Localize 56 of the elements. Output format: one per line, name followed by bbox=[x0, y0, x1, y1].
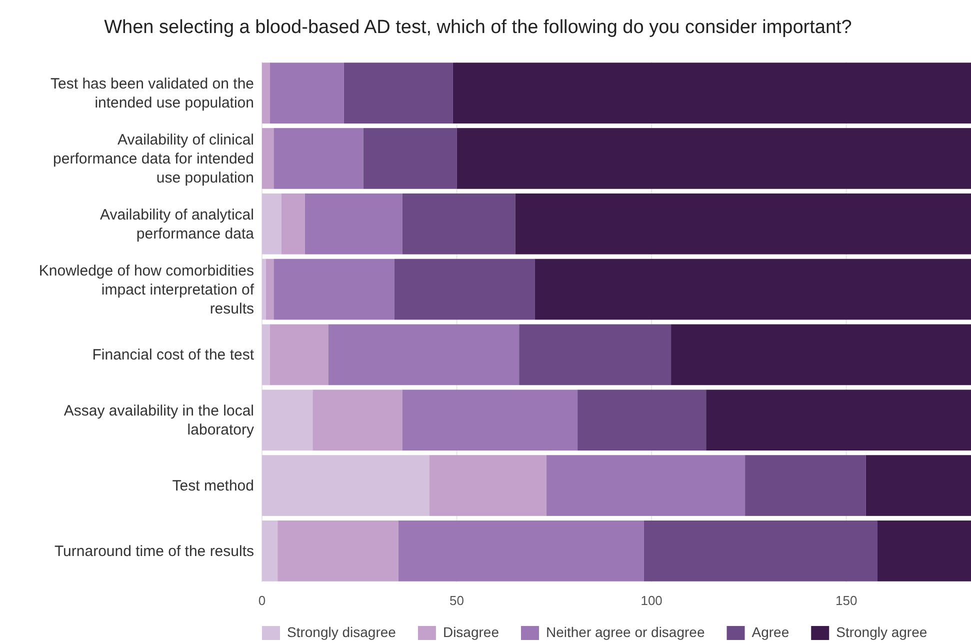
bar bbox=[402, 193, 516, 254]
bar bbox=[456, 128, 971, 189]
legend-label: Strongly disagree bbox=[287, 624, 396, 640]
legend-label: Disagree bbox=[442, 624, 500, 640]
bar bbox=[262, 258, 266, 320]
bar bbox=[430, 455, 546, 516]
x-tick-label: 100 bbox=[640, 593, 662, 608]
bar bbox=[578, 390, 706, 451]
bar bbox=[262, 455, 430, 516]
bar bbox=[262, 62, 270, 124]
x-tick-label: 150 bbox=[835, 593, 858, 608]
bar bbox=[304, 193, 402, 254]
y-tick-label: Knowledge of how comorbidities impact interpretation of results bbox=[38, 262, 255, 318]
bar bbox=[534, 258, 971, 320]
x-tick-label: 0 bbox=[258, 593, 266, 608]
bar bbox=[745, 455, 866, 516]
bar bbox=[878, 520, 971, 582]
bar bbox=[866, 455, 971, 516]
y-tick-label: Test has been validated on the intended use population bbox=[50, 76, 254, 112]
bar bbox=[270, 324, 328, 386]
y-tick-label: Financial cost of the test bbox=[92, 346, 255, 364]
bar bbox=[546, 455, 746, 516]
y-tick-label: Turnaround time of the results bbox=[54, 542, 254, 560]
bar bbox=[281, 193, 305, 254]
legend-label: Agree bbox=[752, 624, 790, 640]
bar bbox=[452, 62, 971, 124]
bar bbox=[270, 62, 344, 124]
y-tick-label: Test method bbox=[172, 478, 254, 495]
bar bbox=[262, 390, 313, 451]
y-tick-label: Assay availability in the local laboratory bbox=[64, 402, 254, 439]
chart-title: When selecting a blood-based AD test, which of the following do you consider important? bbox=[104, 17, 852, 38]
bar bbox=[644, 520, 878, 582]
x-tick-label: 50 bbox=[450, 593, 464, 608]
y-tick-label: Availability of clinical performance data for intended use population bbox=[53, 131, 254, 186]
bar bbox=[398, 520, 644, 582]
bar bbox=[262, 324, 270, 386]
bar bbox=[394, 258, 535, 320]
bar bbox=[706, 390, 971, 451]
bar bbox=[328, 324, 520, 386]
bar bbox=[262, 193, 282, 254]
bar bbox=[274, 128, 364, 189]
bar bbox=[344, 62, 453, 124]
bar bbox=[519, 324, 672, 386]
bar bbox=[274, 258, 394, 320]
bar bbox=[278, 520, 398, 582]
bar bbox=[402, 390, 578, 451]
legend-label: Neither agree or disagree bbox=[546, 624, 705, 640]
bar bbox=[671, 324, 971, 386]
bar bbox=[363, 128, 457, 189]
bar bbox=[262, 520, 278, 582]
bar bbox=[312, 390, 402, 451]
legend-label: Strongly agree bbox=[836, 624, 928, 640]
y-tick-label: Availability of analytical performance data bbox=[100, 206, 255, 242]
bar bbox=[515, 193, 971, 254]
bar bbox=[262, 128, 274, 189]
bar bbox=[266, 258, 274, 320]
